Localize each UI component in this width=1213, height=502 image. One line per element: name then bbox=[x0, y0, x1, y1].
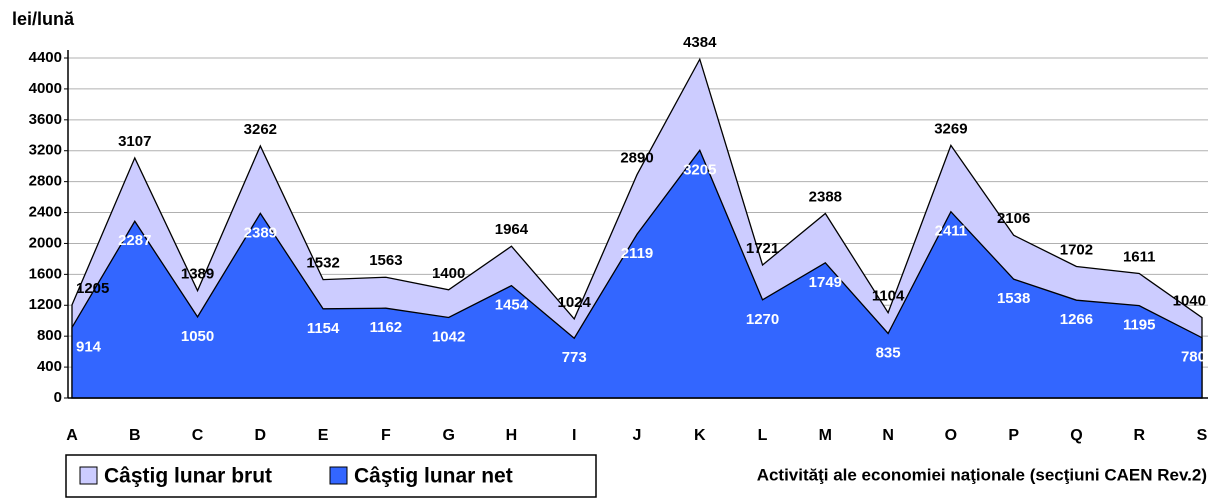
value-label: 2119 bbox=[621, 245, 654, 262]
value-label: 1205 bbox=[76, 280, 109, 297]
value-label: 2287 bbox=[118, 232, 151, 249]
x-tick-label: D bbox=[255, 427, 267, 444]
x-tick-label: B bbox=[129, 427, 141, 444]
y-tick-label: 400 bbox=[37, 358, 62, 375]
value-label: 1195 bbox=[1123, 317, 1156, 334]
y-tick-label: 2800 bbox=[29, 173, 62, 190]
value-label: 3269 bbox=[934, 120, 967, 137]
value-label: 1400 bbox=[432, 265, 465, 282]
legend-swatch bbox=[329, 466, 348, 485]
value-label: 1702 bbox=[1060, 241, 1093, 258]
x-tick-label: L bbox=[758, 427, 768, 444]
value-label: 2388 bbox=[809, 188, 842, 205]
x-axis-label: Activităţi ale economiei naţionale (secţ… bbox=[757, 465, 1207, 484]
value-label: 2106 bbox=[997, 210, 1030, 227]
value-label: 3262 bbox=[244, 121, 277, 138]
y-tick-label: 1600 bbox=[29, 265, 62, 282]
y-tick-label: 3200 bbox=[29, 142, 62, 159]
value-label: 1389 bbox=[181, 266, 214, 283]
y-tick-label: 2000 bbox=[29, 234, 62, 251]
y-tick-label: 1200 bbox=[29, 296, 62, 313]
legend-label: Câştig lunar brut bbox=[104, 465, 272, 488]
value-label: 1104 bbox=[872, 288, 905, 305]
value-label: 3107 bbox=[118, 133, 151, 150]
y-tick-label: 800 bbox=[37, 327, 62, 344]
y-tick-label: 4000 bbox=[29, 80, 62, 97]
value-label: 1050 bbox=[181, 328, 214, 345]
legend-swatch bbox=[79, 466, 98, 485]
value-label: 1749 bbox=[809, 274, 842, 291]
value-label: 1024 bbox=[558, 294, 592, 311]
value-label: 1721 bbox=[746, 240, 779, 257]
value-label: 780 bbox=[1181, 349, 1206, 366]
x-tick-label: C bbox=[192, 427, 204, 444]
area bbox=[71, 149, 1203, 399]
x-tick-label: F bbox=[381, 427, 391, 444]
value-label: 1270 bbox=[746, 311, 779, 328]
legend-label: Câştig lunar net bbox=[354, 465, 513, 488]
value-label: 1162 bbox=[370, 319, 403, 336]
y-tick-label: 0 bbox=[54, 389, 62, 406]
x-tick-label: E bbox=[318, 427, 329, 444]
x-tick-label: G bbox=[442, 427, 454, 444]
value-label: 1611 bbox=[1123, 248, 1156, 265]
value-label: 1532 bbox=[306, 255, 339, 272]
x-tick-label: Q bbox=[1070, 427, 1082, 444]
value-label: 2389 bbox=[244, 224, 277, 241]
x-tick-label: P bbox=[1008, 427, 1019, 444]
value-label: 1538 bbox=[997, 290, 1030, 307]
value-label: 1154 bbox=[307, 320, 340, 337]
value-label: 914 bbox=[76, 338, 102, 355]
chart-title: lei/lună bbox=[12, 9, 75, 29]
value-label: 2411 bbox=[935, 223, 968, 240]
x-tick-label: O bbox=[945, 427, 957, 444]
value-label: 1563 bbox=[369, 252, 402, 269]
x-tick-label: N bbox=[882, 427, 894, 444]
y-tick-label: 3600 bbox=[29, 111, 62, 128]
value-label: 1266 bbox=[1060, 311, 1093, 328]
x-tick-label: R bbox=[1133, 427, 1145, 444]
value-label: 3205 bbox=[683, 161, 716, 178]
value-label: 1042 bbox=[432, 328, 465, 345]
value-label: 4384 bbox=[683, 34, 717, 51]
value-label: 835 bbox=[876, 344, 901, 361]
x-tick-label: S bbox=[1197, 427, 1208, 444]
value-label: 1040 bbox=[1173, 293, 1206, 310]
x-tick-label: I bbox=[572, 427, 576, 444]
value-label: 1454 bbox=[495, 297, 529, 314]
y-tick-label: 2400 bbox=[29, 204, 62, 221]
value-label: 2890 bbox=[620, 150, 653, 167]
x-tick-label: M bbox=[819, 427, 832, 444]
value-label: 1964 bbox=[495, 221, 529, 238]
y-tick-label: 4400 bbox=[29, 49, 62, 66]
value-label: 773 bbox=[562, 349, 587, 366]
x-tick-label: H bbox=[506, 427, 518, 444]
x-tick-label: K bbox=[694, 427, 706, 444]
x-tick-label: A bbox=[66, 427, 78, 444]
x-tick-label: J bbox=[633, 427, 642, 444]
